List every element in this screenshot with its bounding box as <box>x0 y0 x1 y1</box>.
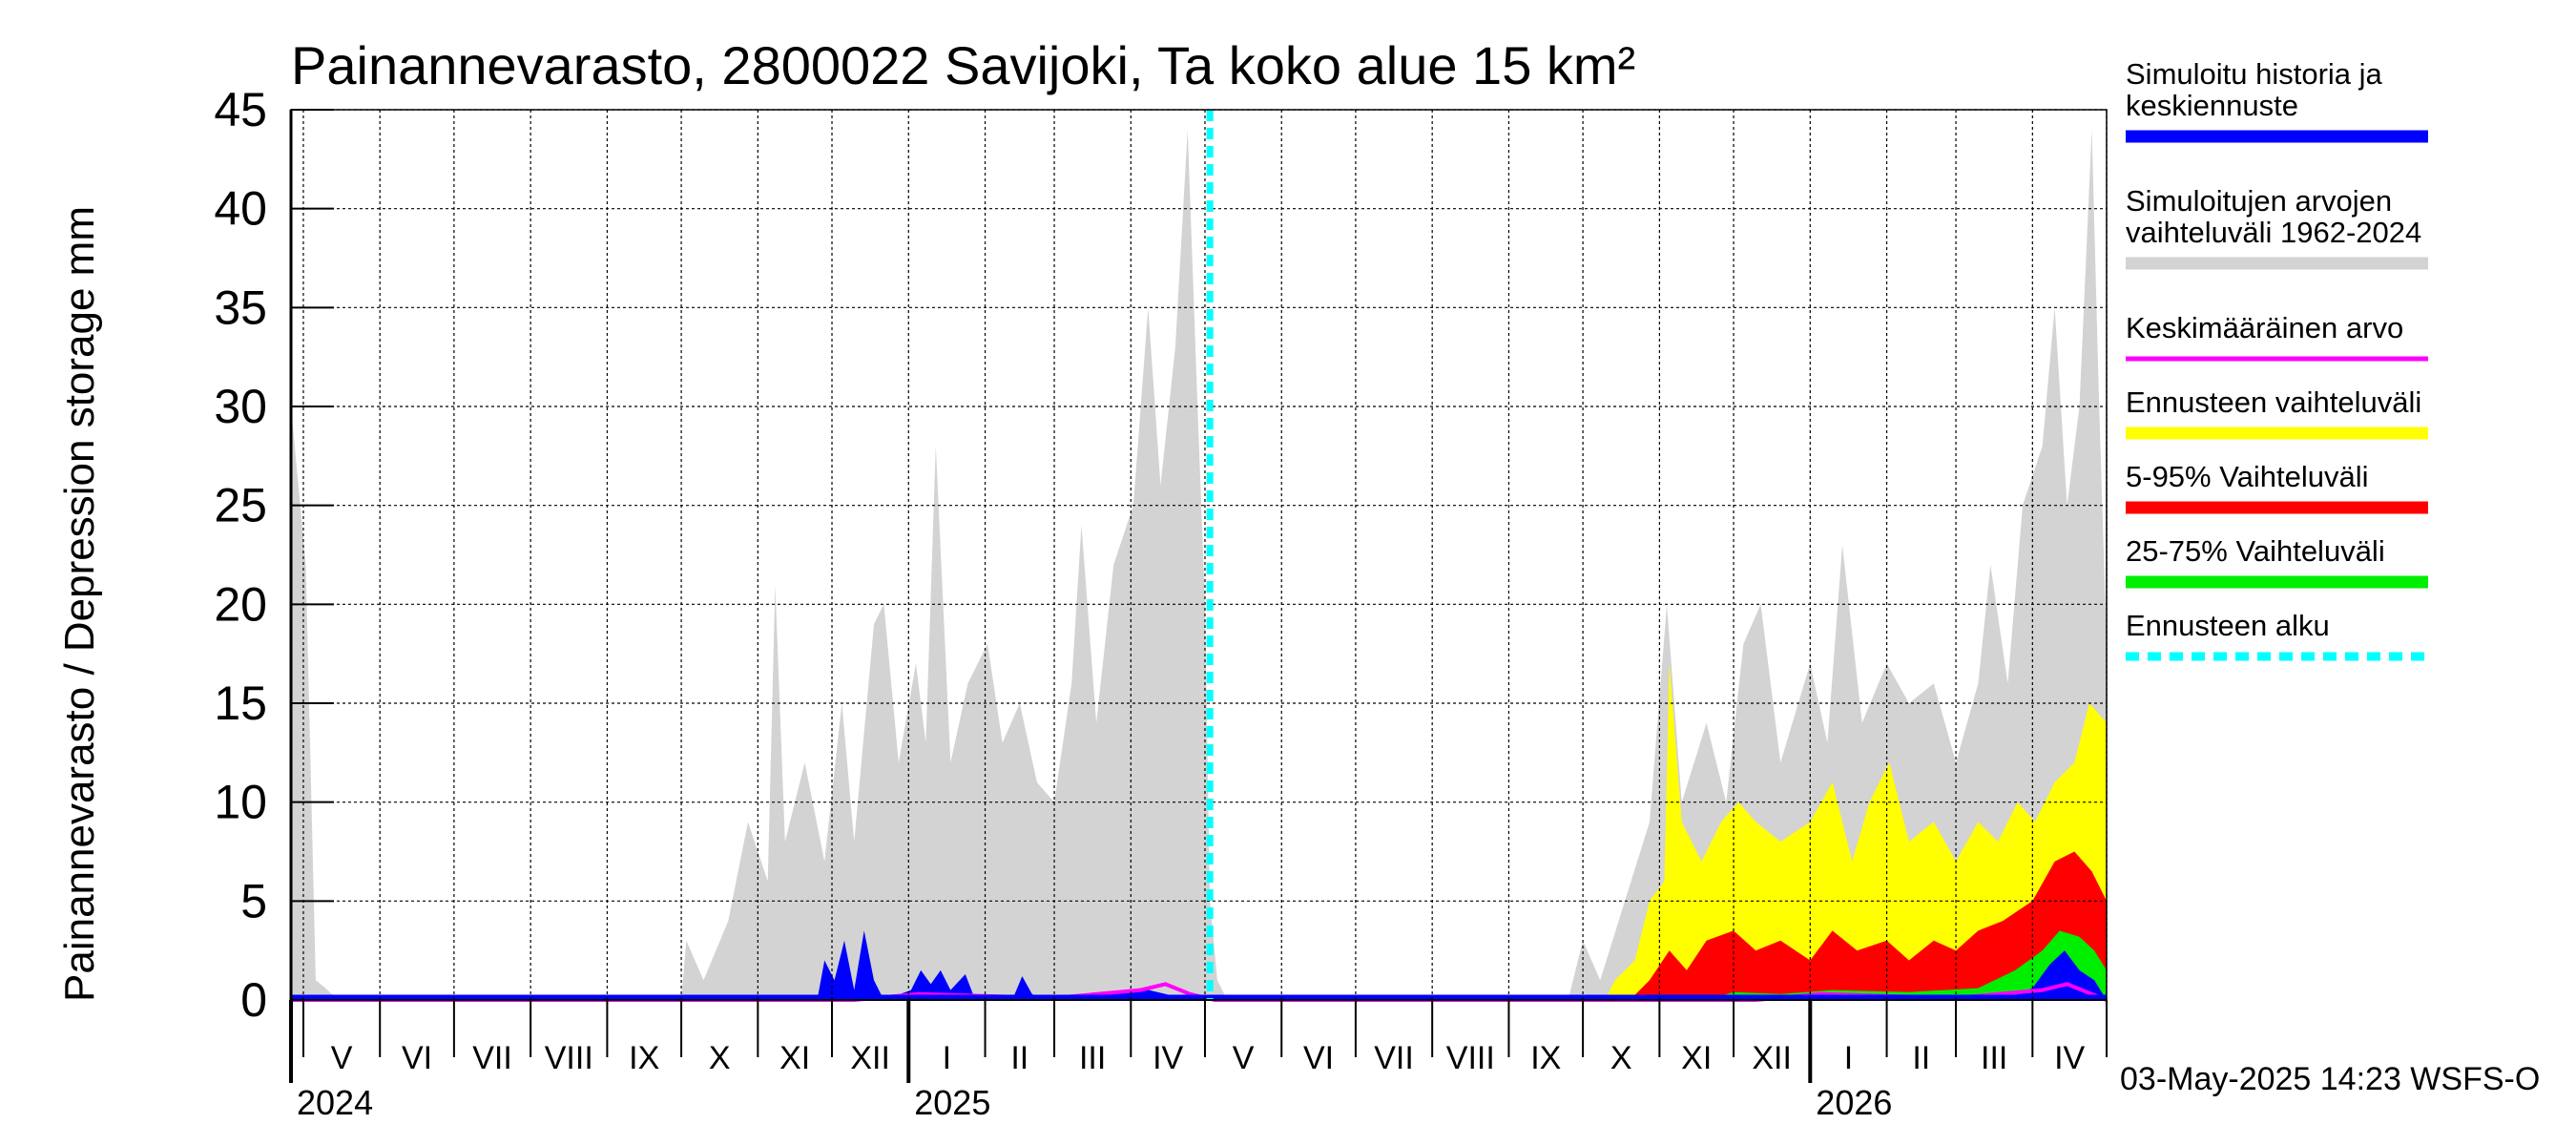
legend-label-6: Ennusteen alku <box>2126 609 2330 642</box>
x-month-label: X <box>709 1040 731 1076</box>
x-month-label: V <box>331 1040 353 1076</box>
series-1-area <box>1605 663 2107 1000</box>
y-tick-label: 5 <box>240 874 267 927</box>
y-tick-label: 30 <box>214 380 267 433</box>
footer-timestamp: 03-May-2025 14:23 WSFS-O <box>2120 1061 2540 1097</box>
x-month-label: IV <box>2054 1040 2085 1076</box>
x-month-label: VII <box>1374 1040 1414 1076</box>
legend-label-0-line2: keskiennuste <box>2126 89 2298 122</box>
x-month-label: VI <box>1303 1040 1334 1076</box>
series-3-area <box>1706 930 2107 1000</box>
y-tick-label: 25 <box>214 479 267 532</box>
y-tick-label: 45 <box>214 83 267 136</box>
x-month-label: II <box>1010 1040 1028 1076</box>
x-year-label: 2026 <box>1816 1083 1892 1122</box>
x-month-label: X <box>1610 1040 1632 1076</box>
x-month-label: XI <box>1681 1040 1712 1076</box>
series-0-area <box>291 129 2107 1000</box>
legend-label-2: Keskimääräinen arvo <box>2126 311 2403 344</box>
x-month-label: I <box>1844 1040 1853 1076</box>
y-tick-label: 0 <box>240 973 267 1027</box>
x-month-label: VIII <box>1446 1040 1495 1076</box>
legend-label-5: 25-75% Vaihteluväli <box>2126 534 2385 568</box>
x-month-label: XII <box>850 1040 890 1076</box>
chart-title: Painannevarasto, 2800022 Savijoki, Ta ko… <box>291 35 1635 95</box>
y-tick-label: 15 <box>214 677 267 730</box>
x-month-label: III <box>1079 1040 1106 1076</box>
y-tick-label: 10 <box>214 776 267 829</box>
y-tick-label: 40 <box>214 182 267 236</box>
x-month-label: IX <box>629 1040 659 1076</box>
x-month-label: V <box>1233 1040 1255 1076</box>
legend-label-3: Ennusteen vaihteluväli <box>2126 385 2421 419</box>
x-month-label: VII <box>472 1040 512 1076</box>
x-month-label: II <box>1912 1040 1930 1076</box>
x-month-label: VI <box>402 1040 432 1076</box>
y-axis-label: Painannevarasto / Depression storage mm <box>56 206 103 1002</box>
legend-label-1-line2: vaihteluväli 1962-2024 <box>2126 216 2421 249</box>
x-month-label: XI <box>779 1040 810 1076</box>
x-year-label: 2024 <box>297 1083 373 1122</box>
x-year-label: 2025 <box>914 1083 990 1122</box>
x-month-label: III <box>1981 1040 2007 1076</box>
x-month-label: VIII <box>545 1040 593 1076</box>
y-tick-label: 20 <box>214 577 267 631</box>
legend-label-4: 5-95% Vaihteluväli <box>2126 460 2368 493</box>
x-month-label: IX <box>1530 1040 1561 1076</box>
plot-frame <box>290 109 2108 1001</box>
legend-label-0: Simuloitu historia ja <box>2126 57 2383 91</box>
series-2-area <box>1630 851 2107 1000</box>
legend-label-1: Simuloitujen arvojen <box>2126 184 2392 218</box>
x-month-label: I <box>943 1040 951 1076</box>
x-month-label: IV <box>1153 1040 1183 1076</box>
y-tick-label: 35 <box>214 281 267 334</box>
x-month-label: XII <box>1752 1040 1792 1076</box>
